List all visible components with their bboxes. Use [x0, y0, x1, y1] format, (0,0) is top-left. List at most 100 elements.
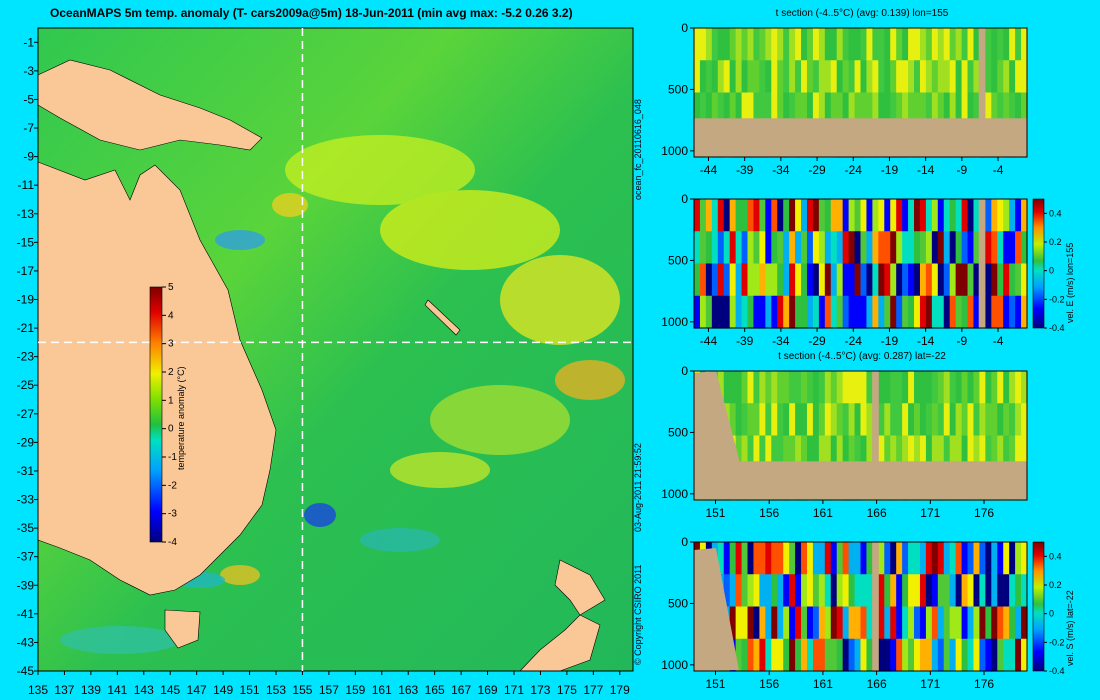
section-cell	[943, 263, 951, 297]
section-cell	[765, 542, 772, 575]
section-cell	[753, 542, 761, 575]
section-cell	[1009, 231, 1016, 265]
section-cell	[1021, 435, 1028, 469]
section-cell	[801, 574, 808, 608]
forecast-id-label: ocean_fc_20110616_048	[633, 99, 643, 200]
section-cell	[854, 403, 862, 437]
section-cell	[914, 606, 921, 640]
section-cell	[747, 60, 755, 94]
section-cell	[812, 231, 820, 265]
map-x-tick-label: 151	[240, 683, 260, 697]
section-panels: -44 -39 -34 -29 -24 -19 -14 -9 -4 0 500 1000 -44 -39…	[661, 21, 1075, 691]
section-cell	[890, 263, 897, 297]
section-cell	[937, 263, 945, 297]
section-cell	[1009, 542, 1016, 575]
section-cell	[765, 28, 772, 61]
section-cell	[1015, 403, 1022, 437]
map-y-tick-label: -9	[23, 150, 34, 164]
section-cell	[789, 92, 796, 126]
section-cell	[902, 435, 909, 469]
section-cell	[747, 403, 755, 437]
section-cell	[806, 371, 814, 404]
section-cell	[967, 263, 975, 297]
section-cell	[985, 542, 992, 575]
section-cell	[705, 28, 713, 61]
map-x-tick-label: 149	[213, 683, 233, 697]
section-cell	[902, 606, 909, 640]
section-cell	[777, 638, 784, 672]
section-cell	[854, 60, 862, 94]
section-x-tick-label: -29	[808, 163, 826, 177]
section-cell	[747, 295, 755, 329]
velocity-colorbar-tick-label: 0.4	[1049, 208, 1062, 218]
section-cell	[801, 542, 808, 575]
section-cell	[914, 199, 921, 232]
section-cell	[842, 403, 850, 437]
section-cell	[818, 638, 826, 672]
section-cell	[961, 435, 969, 469]
section-cell	[1009, 263, 1016, 297]
section-cell	[795, 263, 802, 297]
section-cell	[973, 295, 981, 329]
section-cell	[741, 199, 749, 232]
section-cell	[729, 92, 737, 126]
section-cell	[783, 92, 790, 126]
section-cell	[955, 638, 963, 672]
section-cell	[1015, 92, 1022, 126]
map-colorbar-tick-label: 4	[168, 310, 174, 321]
section-cell	[777, 231, 784, 265]
section-cell	[747, 574, 755, 608]
section-cell	[896, 92, 903, 126]
section-cell	[795, 574, 802, 608]
continental-slope-mask	[694, 371, 739, 500]
section-cell	[1009, 403, 1016, 437]
section-cell	[836, 92, 844, 126]
section-cell	[890, 638, 897, 672]
section-cell	[997, 92, 1004, 126]
section-cell	[854, 199, 862, 232]
section-cell	[723, 28, 731, 61]
section-cell	[765, 60, 772, 94]
section-cell	[973, 28, 981, 61]
section-cell	[848, 199, 856, 232]
section-cell	[931, 638, 939, 672]
section-cell	[854, 295, 862, 329]
section-cell	[985, 574, 992, 608]
section-cell	[830, 606, 838, 640]
section-cell	[729, 574, 737, 608]
velocity-colorbar-label: vel. S (m/s) lat=-22	[1065, 590, 1075, 666]
section-y-tick-label: 1000	[661, 658, 688, 672]
section-cell	[1003, 92, 1010, 126]
section-cell	[783, 403, 790, 437]
section-cell	[914, 638, 921, 672]
section-cell	[919, 403, 927, 437]
section-cell	[973, 371, 981, 404]
section-cell	[842, 263, 850, 297]
section-cell	[801, 295, 808, 329]
section-cell	[919, 28, 927, 61]
section-cell	[818, 60, 826, 94]
section-cell	[866, 295, 873, 329]
section-cell	[1003, 574, 1010, 608]
section-cell	[919, 295, 927, 329]
section-cell	[890, 199, 897, 232]
section-cell	[902, 371, 909, 404]
section-cell	[735, 435, 743, 469]
new-guinea	[37, 59, 263, 151]
map-y-tick-label: -5	[23, 92, 34, 106]
section-cell	[777, 28, 784, 61]
section-cell	[872, 92, 879, 126]
section-cell	[997, 638, 1004, 672]
section-cell	[783, 231, 790, 265]
section-cell	[699, 263, 707, 297]
section-cell	[836, 403, 844, 437]
section-cell	[717, 295, 725, 329]
section-cell	[961, 606, 969, 640]
section-cell	[771, 371, 778, 404]
section-cell	[830, 403, 838, 437]
section-cell	[824, 199, 832, 232]
section-y-tick-label: 1000	[661, 315, 688, 329]
section-cell	[765, 403, 772, 437]
section-x-tick-label: 176	[974, 506, 994, 520]
section-cell	[914, 231, 921, 265]
